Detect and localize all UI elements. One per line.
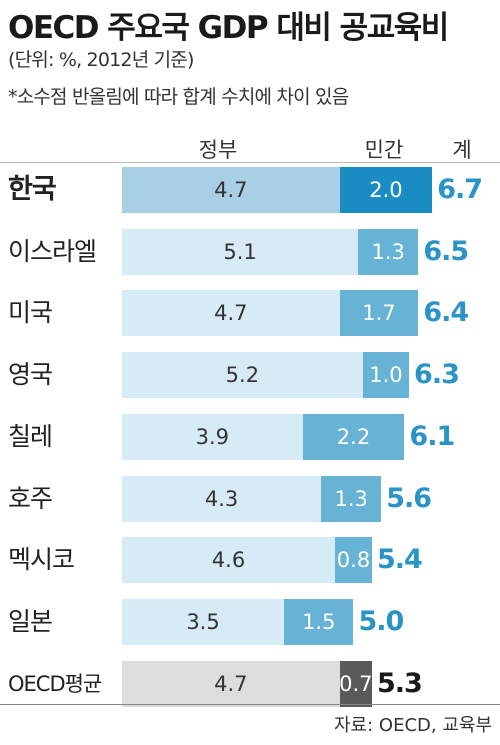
- total-value-label: 6.1: [409, 421, 455, 452]
- total-value-label: 6.4: [423, 297, 469, 328]
- source-note: 자료: OECD, 교육부: [334, 715, 492, 736]
- category-label: 호주: [8, 484, 53, 513]
- total-value-label: 6.5: [423, 236, 469, 267]
- gov-bar: [122, 599, 285, 645]
- category-label: 영국: [8, 360, 53, 389]
- column-header-gov: 정부: [198, 138, 238, 162]
- gov-bar: [122, 414, 303, 460]
- gov-bar: [122, 352, 363, 398]
- gov-value-label: 5.2: [225, 363, 260, 387]
- gov-bar: [122, 661, 340, 707]
- private-value-label: 1.0: [369, 363, 403, 387]
- category-label: OECD평균: [8, 672, 102, 696]
- private-value-label: 2.0: [369, 178, 403, 202]
- private-bar: [334, 537, 372, 583]
- footer-divider: [0, 704, 500, 705]
- total-value-label: 6.7: [437, 174, 483, 205]
- private-value-label: 1.5: [302, 610, 336, 634]
- category-label: 멕시코: [8, 545, 75, 574]
- gov-value-label: 3.5: [186, 610, 220, 634]
- gov-value-label: 4.7: [214, 178, 248, 202]
- gov-value-label: 4.6: [211, 548, 246, 572]
- private-bar: [339, 290, 419, 336]
- total-value-label: 5.6: [386, 483, 432, 514]
- gov-bar: [122, 476, 322, 522]
- category-label: 이스라엘: [8, 237, 97, 266]
- private-value-label: 1.3: [334, 487, 368, 511]
- total-value-label: 5.0: [358, 606, 405, 637]
- gov-bar: [122, 229, 359, 275]
- private-bar: [358, 229, 419, 275]
- column-header-total: 계: [452, 138, 472, 162]
- private-value-label: 2.2: [336, 425, 371, 449]
- private-bar: [284, 599, 354, 645]
- gov-value-label: 4.7: [214, 301, 248, 325]
- category-label: 칠레: [8, 422, 53, 451]
- private-bar: [321, 476, 382, 522]
- header-divider: [0, 162, 500, 163]
- private-bar: [302, 414, 405, 460]
- unit-note: (단위: %, 2012년 기준): [8, 49, 194, 71]
- gov-bar: [122, 537, 335, 583]
- rounding-note: *소수점 반올림에 따라 합계 수치에 차이 있음: [8, 86, 349, 108]
- private-value-label: 0.8: [336, 548, 371, 572]
- private-value-label: 0.7: [339, 672, 373, 696]
- gov-bar: [122, 290, 340, 336]
- gov-bar: [122, 167, 340, 213]
- gov-value-label: 3.9: [195, 425, 229, 449]
- private-value-label: 1.3: [371, 240, 405, 264]
- total-value-label: 5.3: [377, 668, 423, 699]
- total-value-label: 6.3: [414, 359, 460, 390]
- category-label: 한국: [8, 174, 57, 205]
- category-label: 일본: [8, 607, 53, 636]
- chart-title: OECD 주요국 GDP 대비 공교육비: [8, 10, 449, 46]
- private-bar: [362, 352, 410, 398]
- private-bar: [339, 661, 373, 707]
- private-bar: [339, 167, 433, 213]
- gov-value-label: 5.1: [223, 240, 257, 264]
- gov-value-label: 4.7: [214, 672, 248, 696]
- column-header-private: 민간: [364, 138, 404, 162]
- gov-value-label: 4.3: [204, 487, 239, 511]
- category-label: 미국: [8, 298, 53, 327]
- total-value-label: 5.4: [377, 544, 423, 575]
- private-value-label: 1.7: [362, 301, 396, 325]
